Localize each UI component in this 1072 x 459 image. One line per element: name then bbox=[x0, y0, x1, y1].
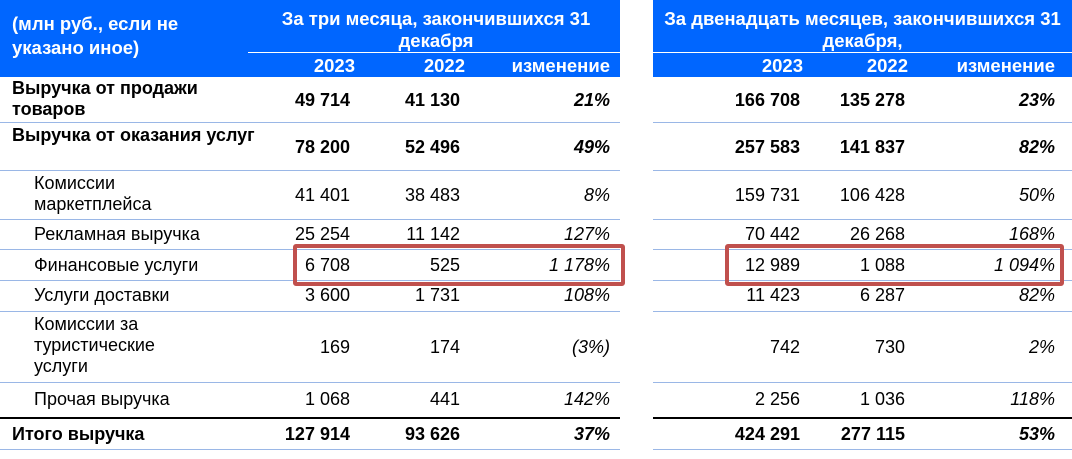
cell-q2023: 25 254 bbox=[294, 224, 350, 244]
cell-qchange: 142% bbox=[563, 389, 610, 409]
cell-ychange: 82% bbox=[1018, 285, 1055, 305]
cell-qchange: (3%) bbox=[571, 337, 610, 357]
highlight-box-three-months bbox=[293, 244, 625, 286]
cell-y2023: 12 989 bbox=[744, 255, 800, 275]
cell-q2023: 1 068 bbox=[304, 389, 350, 409]
cell-q2023: 6 708 bbox=[304, 255, 350, 275]
header-band-right: За двенадцать месяцев, закончившихся 31 … bbox=[653, 0, 1072, 77]
row-label: Прочая выручка bbox=[34, 389, 170, 409]
cell-qchange: 108% bbox=[563, 285, 610, 305]
row-label: Выручка от оказания услуг bbox=[12, 125, 255, 145]
col-header-y2022: 2022 bbox=[866, 55, 908, 76]
col-header-ychange: изменение bbox=[956, 55, 1055, 76]
cell-q2022: 441 bbox=[429, 389, 460, 409]
row-label: Рекламная выручка bbox=[34, 224, 200, 244]
units-label: (млн руб., если не указано иное) bbox=[12, 13, 179, 58]
group-title-underline bbox=[248, 52, 620, 53]
cell-q2022: 93 626 bbox=[404, 424, 460, 444]
row-divider bbox=[653, 249, 1072, 250]
row-label: Выручка от продажи товаров bbox=[12, 78, 198, 119]
total-separator bbox=[653, 417, 1072, 419]
cell-y2023: 159 731 bbox=[734, 185, 800, 205]
cell-q2023: 127 914 bbox=[284, 424, 350, 444]
total-separator bbox=[0, 417, 620, 419]
group-title-three-months: За три месяца, закончившихся 31 декабря bbox=[281, 8, 591, 51]
row-divider bbox=[0, 311, 620, 312]
cell-qchange: 1 178% bbox=[548, 255, 610, 275]
cell-y2022: 1 088 bbox=[859, 255, 905, 275]
cell-q2022: 1 731 bbox=[414, 285, 460, 305]
row-divider bbox=[653, 449, 1072, 450]
group-title-underline bbox=[653, 52, 1072, 53]
cell-ychange: 168% bbox=[1008, 224, 1055, 244]
row-divider bbox=[0, 449, 620, 450]
group-title-twelve-months: За двенадцать месяцев, закончившихся 31 … bbox=[664, 8, 1061, 51]
cell-y2022: 141 837 bbox=[839, 137, 905, 157]
cell-q2022: 174 bbox=[429, 337, 460, 357]
row-divider bbox=[0, 122, 620, 123]
row-divider bbox=[0, 219, 620, 220]
cell-q2023: 78 200 bbox=[294, 137, 350, 157]
cell-y2022: 277 115 bbox=[840, 424, 905, 444]
row-divider bbox=[0, 249, 620, 250]
cell-q2023: 41 401 bbox=[294, 185, 350, 205]
cell-q2023: 169 bbox=[319, 337, 350, 357]
cell-ychange: 50% bbox=[1018, 185, 1055, 205]
cell-y2023: 742 bbox=[769, 337, 800, 357]
cell-y2022: 135 278 bbox=[839, 90, 905, 110]
row-divider bbox=[0, 382, 620, 383]
col-header-qchange: изменение bbox=[511, 55, 610, 76]
row-divider bbox=[653, 382, 1072, 383]
row-label: Финансовые услуги bbox=[34, 255, 199, 275]
cell-qchange: 21% bbox=[573, 90, 610, 110]
cell-q2023: 49 714 bbox=[294, 90, 350, 110]
cell-y2023: 2 256 bbox=[754, 389, 800, 409]
cell-q2023: 3 600 bbox=[304, 285, 350, 305]
cell-ychange: 82% bbox=[1018, 137, 1055, 157]
cell-ychange: 118% bbox=[1010, 389, 1055, 409]
row-label: Услуги доставки bbox=[34, 285, 170, 305]
cell-y2023: 166 708 bbox=[734, 90, 800, 110]
header-band-left: (млн руб., если не указано иное) За три … bbox=[0, 0, 620, 77]
row-divider bbox=[653, 311, 1072, 312]
cell-qchange: 37% bbox=[573, 424, 610, 444]
cell-y2022: 730 bbox=[874, 337, 905, 357]
cell-q2022: 41 130 bbox=[404, 90, 460, 110]
cell-qchange: 8% bbox=[583, 185, 610, 205]
cell-y2023: 424 291 bbox=[734, 424, 800, 444]
cell-ychange: 1 094% bbox=[993, 255, 1055, 275]
row-label: Итого выручка bbox=[12, 424, 145, 444]
cell-ychange: 53% bbox=[1018, 424, 1055, 444]
cell-q2022: 38 483 bbox=[404, 185, 460, 205]
cell-y2022: 106 428 bbox=[839, 185, 905, 205]
cell-y2023: 70 442 bbox=[744, 224, 800, 244]
col-header-q2022: 2022 bbox=[423, 55, 465, 76]
row-divider bbox=[653, 122, 1072, 123]
cell-q2022: 11 142 bbox=[406, 224, 460, 244]
row-divider bbox=[0, 280, 620, 281]
cell-q2022: 525 bbox=[429, 255, 460, 275]
row-divider bbox=[653, 280, 1072, 281]
cell-qchange: 127% bbox=[563, 224, 610, 244]
cell-y2022: 26 268 bbox=[849, 224, 905, 244]
col-header-q2023: 2023 bbox=[313, 55, 355, 76]
row-divider bbox=[653, 219, 1072, 220]
cell-y2022: 6 287 bbox=[859, 285, 905, 305]
cell-y2023: 257 583 bbox=[734, 137, 800, 157]
cell-y2023: 11 423 bbox=[746, 285, 800, 305]
col-header-y2023: 2023 bbox=[761, 55, 803, 76]
cell-qchange: 49% bbox=[573, 137, 610, 157]
highlight-box-twelve-months bbox=[725, 244, 1064, 286]
row-divider bbox=[653, 170, 1072, 171]
cell-q2022: 52 496 bbox=[404, 137, 460, 157]
row-label: Комиссии за туристические услуги bbox=[34, 314, 155, 376]
cell-ychange: 23% bbox=[1018, 90, 1055, 110]
cell-ychange: 2% bbox=[1028, 337, 1055, 357]
cell-y2022: 1 036 bbox=[859, 389, 905, 409]
row-label: Комиссии маркетплейса bbox=[34, 173, 152, 214]
row-divider bbox=[0, 170, 620, 171]
